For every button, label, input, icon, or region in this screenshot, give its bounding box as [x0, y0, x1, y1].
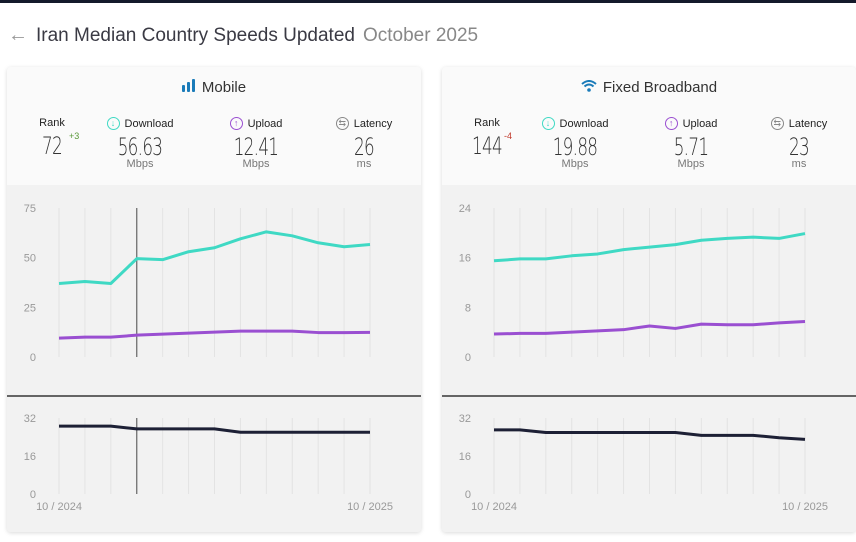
- latency-y-tick-label: 16: [24, 451, 36, 463]
- latency-y-tick-label: 32: [24, 413, 36, 425]
- speed-chart[interactable]: 0 8 16 24 0 16 32 10 / 2024 10 / 2025: [442, 185, 856, 532]
- card-title: Mobile: [7, 79, 421, 96]
- arrow-left-icon[interactable]: ←: [8, 24, 28, 46]
- card-header: Mobile Rank 72 +3 ↓ Download 56.63 Mbps ↑…: [7, 67, 421, 185]
- page-title: ← Iran Median Country Speeds Updated Oct…: [8, 24, 478, 47]
- upload-icon: ↑: [229, 117, 243, 130]
- download-value: 56.63: [117, 133, 163, 161]
- latency-unit: ms: [791, 158, 807, 170]
- y-tick-label: 0: [465, 352, 471, 364]
- download-unit: Mbps: [561, 158, 589, 170]
- upload-label: Upload: [247, 117, 283, 130]
- signal-bars-icon: [181, 79, 196, 96]
- y-tick-label: 16: [459, 253, 471, 265]
- stat-latency: ⇆ Latency 23 ms: [754, 117, 844, 170]
- stat-download: ↓ Download 56.63 Mbps: [95, 117, 185, 170]
- stat-rank: Rank 72: [25, 117, 79, 160]
- download-value: 19.88: [552, 133, 598, 161]
- latency-icon: ⇆: [770, 117, 784, 130]
- rank-delta: +3: [69, 131, 80, 141]
- rank-value: 72: [42, 132, 63, 160]
- y-tick-label: 24: [459, 203, 471, 215]
- upload-line: [58, 329, 371, 340]
- card-title-text: Fixed Broadband: [602, 79, 718, 96]
- card-title-text: Mobile: [201, 79, 247, 96]
- latency-value: 23: [789, 133, 810, 161]
- latency-icon: ⇆: [335, 117, 349, 130]
- rank-value: 144: [472, 132, 503, 160]
- stat-rank: Rank 144: [460, 117, 514, 160]
- download-icon: ↓: [106, 117, 120, 130]
- upload-value: 12.41: [233, 133, 279, 161]
- latency-line: [59, 424, 370, 434]
- wifi-icon: [581, 79, 597, 96]
- updated-date: October 2025: [362, 24, 479, 46]
- download-label: Download: [559, 117, 609, 130]
- latency-label: Latency: [788, 117, 828, 130]
- card-header: Fixed Broadband Rank 144 -4 ↓ Download 19…: [442, 67, 856, 185]
- card-fixed-broadband: Fixed Broadband Rank 144 -4 ↓ Download 19…: [442, 67, 856, 532]
- latency-unit: ms: [356, 158, 372, 170]
- x-start-label: 10 / 2024: [36, 501, 82, 513]
- download-line: [58, 230, 371, 285]
- upload-unit: Mbps: [677, 158, 705, 170]
- y-tick-label: 25: [24, 302, 36, 314]
- x-end-label: 10 / 2025: [782, 501, 828, 513]
- top-banner: [0, 0, 856, 3]
- card-title: Fixed Broadband: [442, 79, 856, 96]
- rank-label: Rank: [39, 117, 65, 129]
- download-line: [493, 232, 806, 263]
- rank-delta: -4: [504, 131, 513, 141]
- latency-y-tick-label: 0: [465, 489, 471, 501]
- upload-value: 5.71: [673, 133, 709, 161]
- y-tick-label: 0: [30, 352, 36, 364]
- speed-chart[interactable]: 0 25 50 75 0 16 32 10 / 2024 10 / 2025: [7, 185, 421, 532]
- latency-line: [494, 428, 806, 441]
- latency-label: Latency: [353, 117, 393, 130]
- x-end-label: 10 / 2025: [347, 501, 393, 513]
- download-unit: Mbps: [126, 158, 154, 170]
- stat-download: ↓ Download 19.88 Mbps: [530, 117, 620, 170]
- latency-y-tick-label: 16: [459, 451, 471, 463]
- upload-icon: ↑: [664, 117, 678, 130]
- download-icon: ↓: [541, 117, 555, 130]
- download-label: Download: [124, 117, 174, 130]
- stat-latency: ⇆ Latency 26 ms: [319, 117, 409, 170]
- stat-upload: ↑ Upload 5.71 Mbps: [646, 117, 736, 170]
- latency-y-tick-label: 32: [459, 413, 471, 425]
- stat-upload: ↑ Upload 12.41 Mbps: [211, 117, 301, 170]
- x-start-label: 10 / 2024: [471, 501, 517, 513]
- upload-line: [493, 320, 806, 336]
- card-mobile: Mobile Rank 72 +3 ↓ Download 56.63 Mbps ↑…: [7, 67, 421, 532]
- upload-label: Upload: [682, 117, 718, 130]
- rank-label: Rank: [474, 117, 500, 129]
- latency-y-tick-label: 0: [30, 489, 36, 501]
- y-tick-label: 8: [465, 302, 471, 314]
- title-text: Iran Median Country Speeds Updated: [36, 24, 355, 46]
- y-tick-label: 75: [24, 203, 36, 215]
- y-tick-label: 50: [24, 253, 36, 265]
- latency-value: 26: [354, 133, 375, 161]
- upload-unit: Mbps: [242, 158, 270, 170]
